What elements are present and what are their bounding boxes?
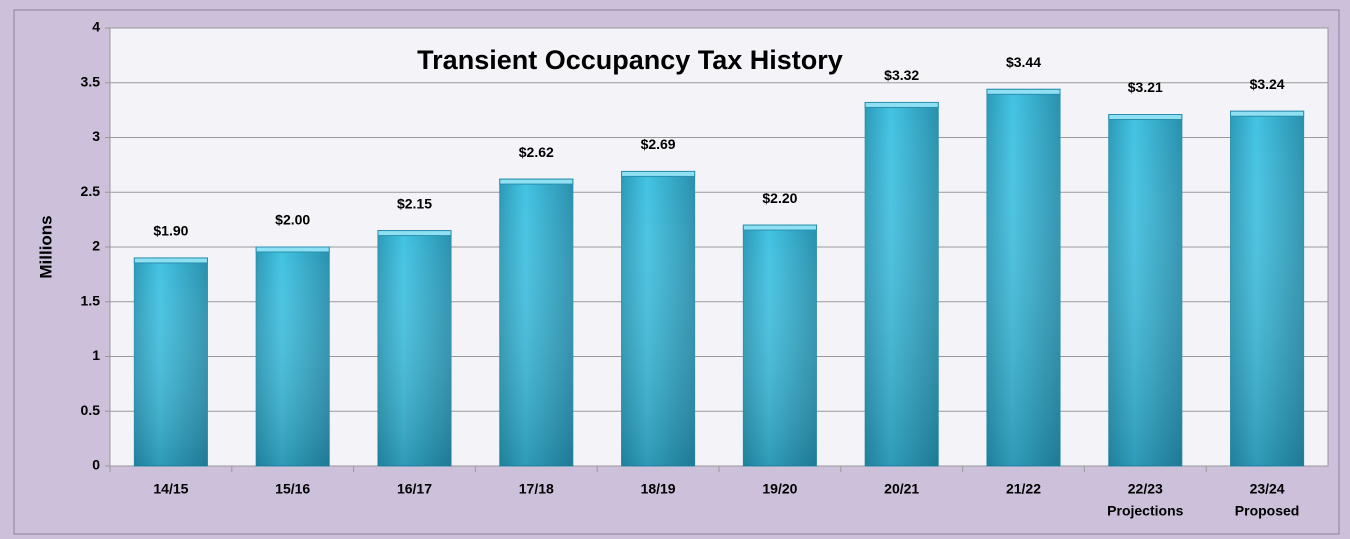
y-tick-label: 3 bbox=[92, 128, 100, 144]
bar bbox=[1108, 114, 1183, 467]
y-tick-label: 2.5 bbox=[81, 183, 101, 199]
x-tick-label: 16/17 bbox=[397, 481, 432, 497]
bar bbox=[1230, 110, 1305, 467]
bar-cap bbox=[864, 101, 939, 108]
chart-title: Transient Occupancy Tax History bbox=[417, 45, 843, 75]
bar-cap bbox=[133, 257, 208, 264]
bar-cap bbox=[1108, 114, 1183, 121]
bar bbox=[133, 257, 208, 467]
y-tick-label: 1.5 bbox=[81, 292, 101, 308]
value-label: $3.32 bbox=[884, 67, 919, 83]
value-label: $2.15 bbox=[397, 195, 432, 211]
bar-cap bbox=[377, 230, 452, 237]
bar bbox=[864, 101, 939, 467]
y-tick-label: 1 bbox=[92, 347, 100, 363]
value-label: $2.69 bbox=[641, 136, 676, 152]
x-tick-label: 20/21 bbox=[884, 481, 919, 497]
value-label: $2.62 bbox=[519, 144, 554, 160]
bar-cap bbox=[1230, 110, 1305, 117]
y-tick-label: 4 bbox=[92, 19, 100, 35]
value-label: $1.90 bbox=[153, 223, 188, 239]
y-tick-label: 0 bbox=[92, 457, 100, 473]
x-tick-label: 15/16 bbox=[275, 481, 310, 497]
bar bbox=[986, 88, 1061, 467]
x-tick-label: 17/18 bbox=[519, 481, 554, 497]
x-tick-label: 22/23 bbox=[1128, 481, 1163, 497]
x-tick-sublabel: Proposed bbox=[1235, 503, 1300, 519]
x-tick-label: 18/19 bbox=[641, 481, 676, 497]
y-axis-label: Millions bbox=[36, 215, 55, 278]
bar-cap bbox=[621, 170, 696, 177]
bar bbox=[621, 170, 696, 467]
bar-cap bbox=[255, 246, 330, 253]
x-tick-label: 23/24 bbox=[1250, 481, 1285, 497]
bar-cap bbox=[499, 178, 574, 185]
bar bbox=[499, 178, 574, 467]
y-tick-label: 3.5 bbox=[81, 73, 101, 89]
x-tick-label: 21/22 bbox=[1006, 481, 1041, 497]
value-label: $3.44 bbox=[1006, 54, 1041, 70]
y-tick-label: 2 bbox=[92, 238, 100, 254]
value-label: $2.00 bbox=[275, 212, 310, 228]
value-label: $2.20 bbox=[762, 190, 797, 206]
value-label: $3.21 bbox=[1128, 79, 1163, 95]
bar bbox=[377, 230, 452, 467]
bar-cap bbox=[742, 224, 817, 231]
bar-cap bbox=[986, 88, 1061, 95]
x-tick-label: 19/20 bbox=[762, 481, 797, 497]
bar bbox=[742, 224, 817, 467]
x-tick-label: 14/15 bbox=[153, 481, 188, 497]
x-tick-sublabel: Projections bbox=[1107, 503, 1183, 519]
bar bbox=[255, 246, 330, 467]
y-tick-label: 0.5 bbox=[81, 402, 101, 418]
value-label: $3.24 bbox=[1250, 76, 1285, 92]
